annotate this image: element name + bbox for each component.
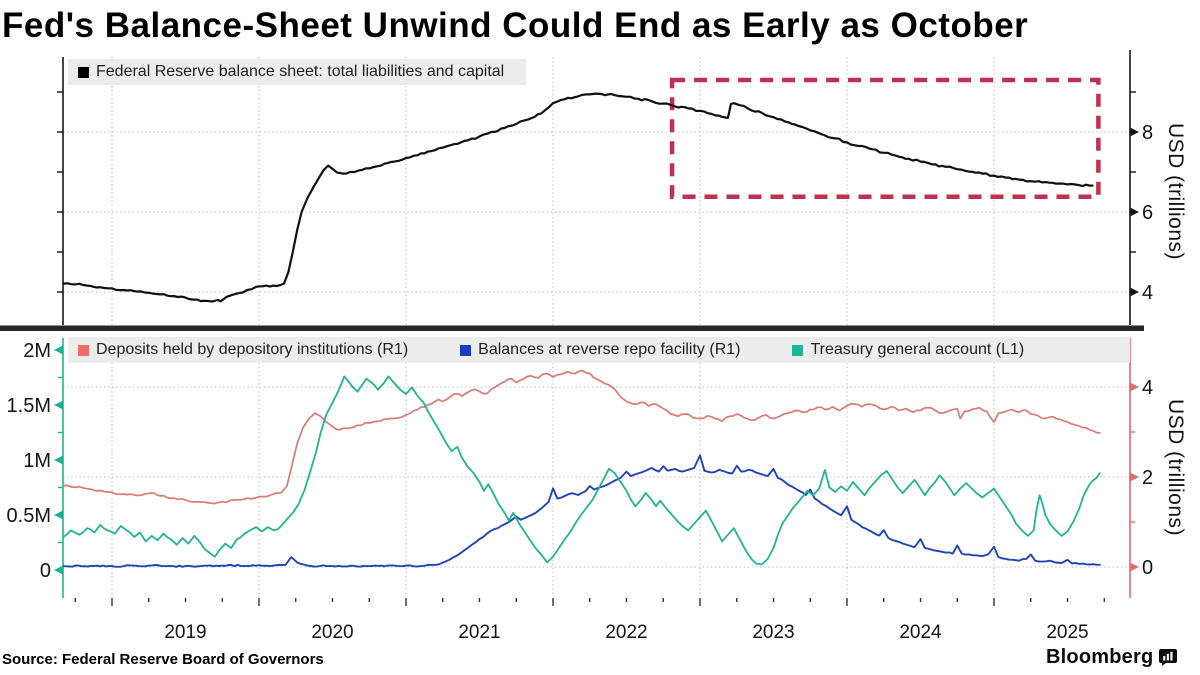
top-panel-legend: Federal Reserve balance sheet: total lia… (68, 59, 527, 85)
svg-text:6: 6 (1142, 202, 1153, 224)
svg-text:2024: 2024 (899, 622, 942, 643)
legend-item-reverse-repo: Balances at reverse repo facility (R1) (460, 341, 740, 359)
svg-text:2M: 2M (23, 340, 51, 362)
legend-item-balance-sheet: Federal Reserve balance sheet: total lia… (78, 63, 504, 81)
legend-item-treasury-account: Treasury general account (L1) (792, 341, 1024, 359)
svg-text:2021: 2021 (458, 622, 500, 643)
svg-text:2020: 2020 (311, 622, 353, 643)
svg-text:1M: 1M (23, 450, 51, 472)
legend-item-deposits: Deposits held by depository institutions… (78, 341, 408, 359)
svg-text:0: 0 (40, 560, 51, 582)
svg-text:1.5M: 1.5M (7, 395, 51, 417)
svg-text:2025: 2025 (1046, 622, 1088, 643)
svg-text:2022: 2022 (605, 622, 647, 643)
svg-text:4: 4 (1142, 282, 1153, 304)
svg-text:2019: 2019 (164, 622, 206, 643)
bottom-right-axis-title: USD (trillions) (1164, 398, 1187, 536)
legend-label: Balances at reverse repo facility (R1) (478, 341, 741, 358)
svg-text:8: 8 (1142, 122, 1153, 144)
svg-text:4: 4 (1142, 377, 1153, 399)
svg-text:0.5M: 0.5M (7, 505, 51, 527)
red-square-legend-icon (78, 344, 89, 356)
teal-square-legend-icon (792, 344, 804, 356)
bloomberg-brand: Bloomberg (1046, 646, 1178, 669)
legend-label: Treasury general account (L1) (810, 341, 1025, 358)
top-right-axis-title: USD (trillions) (1164, 122, 1187, 260)
bloomberg-wordmark: Bloomberg (1046, 646, 1154, 668)
bloomberg-terminal-icon (1159, 649, 1178, 666)
blue-square-legend-icon (460, 344, 472, 356)
source-caption: Source: Federal Reserve Board of Governo… (2, 651, 324, 668)
legend-label: Federal Reserve balance sheet: total lia… (96, 63, 505, 80)
bottom-panel-legend: Deposits held by depository institutions… (68, 337, 1130, 363)
black-square-legend-icon (78, 66, 89, 78)
svg-text:2: 2 (1142, 467, 1153, 489)
legend-label: Deposits held by depository institutions… (96, 341, 409, 358)
page-title: Fed's Balance-Sheet Unwind Could End as … (2, 6, 1029, 45)
svg-text:2023: 2023 (752, 622, 794, 643)
svg-text:0: 0 (1142, 557, 1153, 579)
